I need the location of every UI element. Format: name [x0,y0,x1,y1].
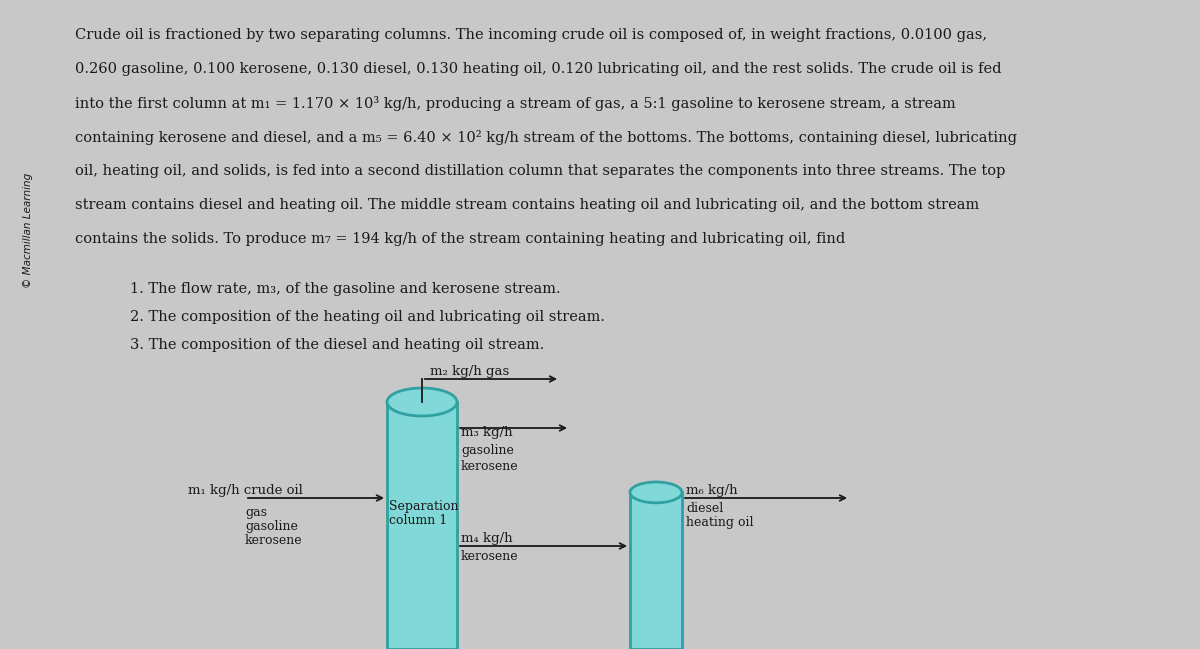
Text: © Macmillan Learning: © Macmillan Learning [23,173,34,288]
Text: gasoline: gasoline [245,520,298,533]
Text: diesel: diesel [686,502,724,515]
Text: 3. The composition of the diesel and heating oil stream.: 3. The composition of the diesel and hea… [130,338,545,352]
Bar [386,402,457,649]
Text: oil, heating oil, and solids, is fed into a second distillation column that sepa: oil, heating oil, and solids, is fed int… [74,164,1006,178]
Ellipse shape [630,482,682,503]
Bar [630,493,682,649]
Text: m₄ kg/h: m₄ kg/h [461,532,512,545]
Text: gasoline: gasoline [461,444,514,457]
Text: gas: gas [245,506,266,519]
Text: m₁ kg/h crude oil: m₁ kg/h crude oil [188,484,302,497]
Text: containing kerosene and diesel, and a m₅ = 6.40 × 10² kg/h stream of the bottoms: containing kerosene and diesel, and a m₅… [74,130,1018,145]
Text: stream contains diesel and heating oil. The middle stream contains heating oil a: stream contains diesel and heating oil. … [74,198,979,212]
Text: column 1: column 1 [389,514,448,527]
Text: into the first column at m₁ = 1.170 × 10³ kg/h, producing a stream of gas, a 5:1: into the first column at m₁ = 1.170 × 10… [74,96,955,111]
Text: 2. The composition of the heating oil and lubricating oil stream.: 2. The composition of the heating oil an… [130,310,605,324]
Text: m₂ kg/h gas: m₂ kg/h gas [430,365,509,378]
Text: Separation: Separation [389,500,458,513]
Text: m₃ kg/h: m₃ kg/h [461,426,512,439]
Text: m₆ kg/h: m₆ kg/h [686,484,738,497]
Text: 1. The flow rate, m₃, of the gasoline and kerosene stream.: 1. The flow rate, m₃, of the gasoline an… [130,282,560,296]
Text: heating oil: heating oil [686,516,754,529]
Text: contains the solids. To produce m₇ = 194 kg/h of the stream containing heating a: contains the solids. To produce m₇ = 194… [74,232,845,246]
Text: 0.260 gasoline, 0.100 kerosene, 0.130 diesel, 0.130 heating oil, 0.120 lubricati: 0.260 gasoline, 0.100 kerosene, 0.130 di… [74,62,1002,76]
Text: Crude oil is fractioned by two separating columns. The incoming crude oil is com: Crude oil is fractioned by two separatin… [74,28,988,42]
Text: kerosene: kerosene [245,534,302,547]
Text: kerosene: kerosene [461,460,518,473]
Text: kerosene: kerosene [461,550,518,563]
Ellipse shape [386,388,457,416]
